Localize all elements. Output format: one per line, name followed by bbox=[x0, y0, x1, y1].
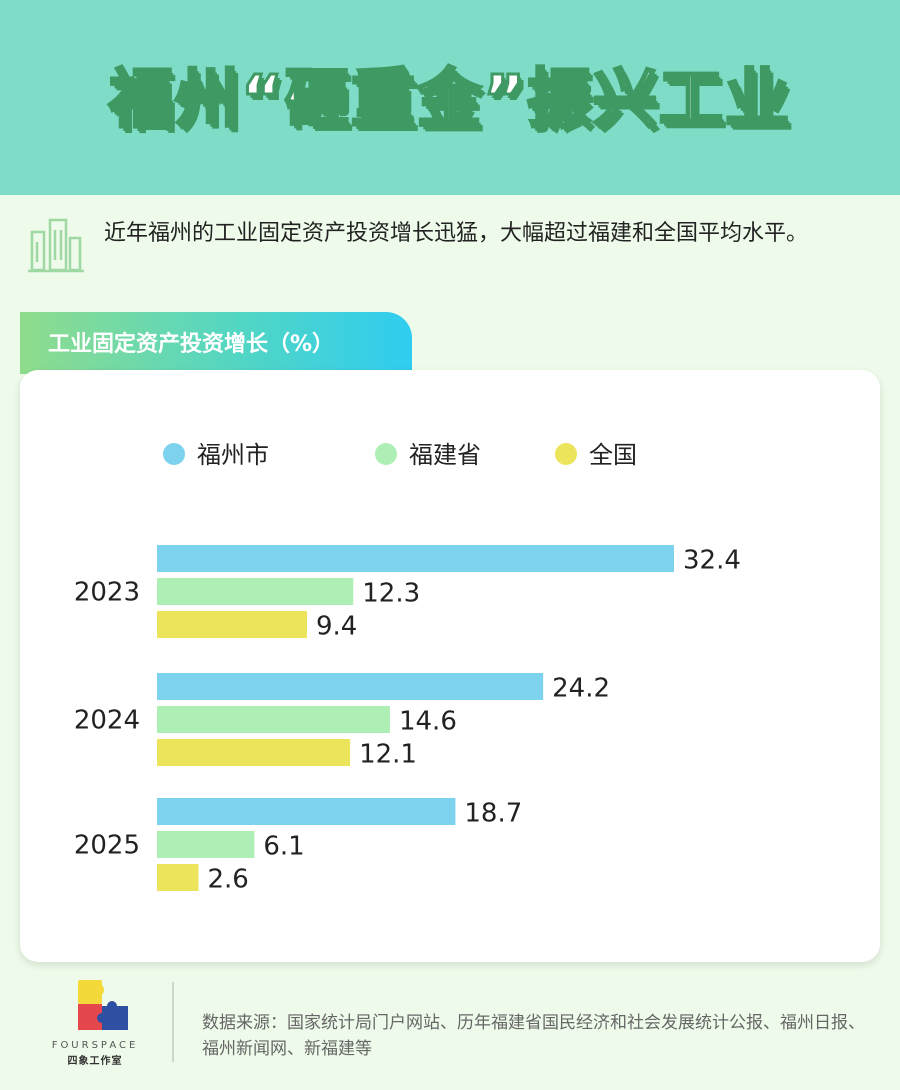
value-label-2025-1: 18.7 bbox=[464, 799, 522, 829]
bar-2025-2 bbox=[157, 831, 255, 858]
bar-2025-1 bbox=[157, 798, 456, 825]
intro-text: 近年福州的工业固定资产投资增长迅猛，大幅超过福建和全国平均水平。 bbox=[104, 221, 809, 246]
value-label-2023-1: 32.4 bbox=[683, 546, 741, 576]
fourspace-logo: FOURSPACE 四象工作室 bbox=[52, 980, 139, 1067]
bar-2023-1 bbox=[157, 545, 674, 572]
section-tab-label: 工业固定资产投资增长（%） bbox=[48, 332, 335, 357]
bar-2023-3 bbox=[157, 611, 307, 638]
category-label-2023: 2023 bbox=[74, 578, 140, 608]
value-label-2023-2: 12.3 bbox=[362, 579, 420, 609]
legend-swatch-2 bbox=[375, 443, 397, 465]
logo-text: FOURSPACE bbox=[52, 1040, 139, 1051]
value-label-2024-1: 24.2 bbox=[552, 674, 610, 704]
bar-2024-2 bbox=[157, 706, 390, 733]
bar-2023-2 bbox=[157, 578, 354, 605]
bar-2024-1 bbox=[157, 673, 544, 700]
source-note: 数据来源：国家统计局门户网站、历年福建省国民经济和社会发展统计公报、福州日报、福… bbox=[202, 1013, 865, 1059]
bar-chart: 福州市 福建省 全国 2023 32.4 12.39.4 2024 24.2 14.612.1 2… bbox=[74, 441, 741, 895]
legend-swatch-1 bbox=[163, 443, 185, 465]
category-label-2025: 2025 bbox=[74, 831, 140, 861]
category-label-2024: 2024 bbox=[74, 706, 140, 736]
logo-subtext: 四象工作室 bbox=[68, 1054, 123, 1067]
value-label-2023-3: 9.4 bbox=[316, 612, 357, 642]
legend-label-3: 全国 bbox=[589, 441, 637, 469]
legend-swatch-3 bbox=[555, 443, 577, 465]
legend-label-1: 福州市 bbox=[197, 441, 269, 469]
value-label-2024-2: 14.6 bbox=[399, 707, 457, 737]
chart-card: 福州市 福建省 全国 2023 32.4 12.3 9.4 2024 24.2 14.6 12.1 2… bbox=[20, 370, 880, 962]
value-label-2025-3: 2.6 bbox=[207, 865, 248, 895]
page-title: 福州“砸重金”振兴工业 bbox=[107, 62, 792, 139]
legend-label-2: 福建省 bbox=[409, 441, 481, 469]
bar-2025-3 bbox=[157, 864, 199, 891]
section-tab bbox=[20, 312, 412, 374]
footer-divider bbox=[172, 982, 174, 1062]
bar-2024-3 bbox=[157, 739, 351, 766]
value-label-2024-3: 12.1 bbox=[359, 740, 417, 770]
header-banner: 福州“砸重金”振兴工业 bbox=[0, 0, 900, 195]
value-label-2025-2: 6.1 bbox=[263, 832, 304, 862]
building-icon bbox=[28, 218, 84, 273]
